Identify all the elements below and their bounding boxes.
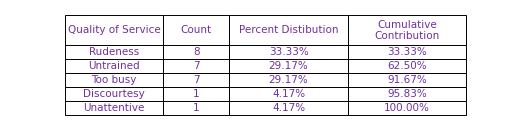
Text: Quality of Service: Quality of Service [67,25,160,35]
Bar [163,45,229,59]
Bar [229,73,348,87]
Bar [229,45,348,59]
Text: Rudeness: Rudeness [89,47,139,57]
Text: Percent Distibution: Percent Distibution [239,25,338,35]
Text: 29.17%: 29.17% [269,75,308,85]
Bar [65,45,163,59]
Bar [163,73,229,87]
Bar [348,45,466,59]
Bar [348,59,466,73]
Text: 4.17%: 4.17% [272,89,305,99]
Bar [348,73,466,87]
Bar [163,59,229,73]
Text: 91.67%: 91.67% [387,75,427,85]
Bar [348,101,466,115]
Text: 4.17%: 4.17% [272,103,305,113]
Text: 100.00%: 100.00% [384,103,430,113]
Text: Unattentive: Unattentive [83,103,145,113]
Text: 95.83%: 95.83% [387,89,427,99]
Text: Cumulative
Contribution: Cumulative Contribution [375,20,440,41]
Bar [348,87,466,101]
Bar [163,101,229,115]
Bar [65,101,163,115]
Bar [65,59,163,73]
Text: 29.17%: 29.17% [269,61,308,71]
Text: 7: 7 [193,61,199,71]
Bar [348,15,466,45]
Bar [229,15,348,45]
Text: Too busy: Too busy [91,75,137,85]
Text: 1: 1 [193,89,199,99]
Text: Untrained: Untrained [88,61,140,71]
Bar [163,87,229,101]
Text: 7: 7 [193,75,199,85]
Text: 8: 8 [193,47,199,57]
Bar [163,15,229,45]
Bar [229,101,348,115]
Text: 33.33%: 33.33% [387,47,427,57]
Bar [229,87,348,101]
Bar [229,59,348,73]
Bar [65,15,163,45]
Bar [65,73,163,87]
Bar [65,87,163,101]
Text: 1: 1 [193,103,199,113]
Text: 62.50%: 62.50% [387,61,427,71]
Text: Discourtesy: Discourtesy [83,89,145,99]
Text: 33.33%: 33.33% [269,47,308,57]
Text: Count: Count [181,25,212,35]
